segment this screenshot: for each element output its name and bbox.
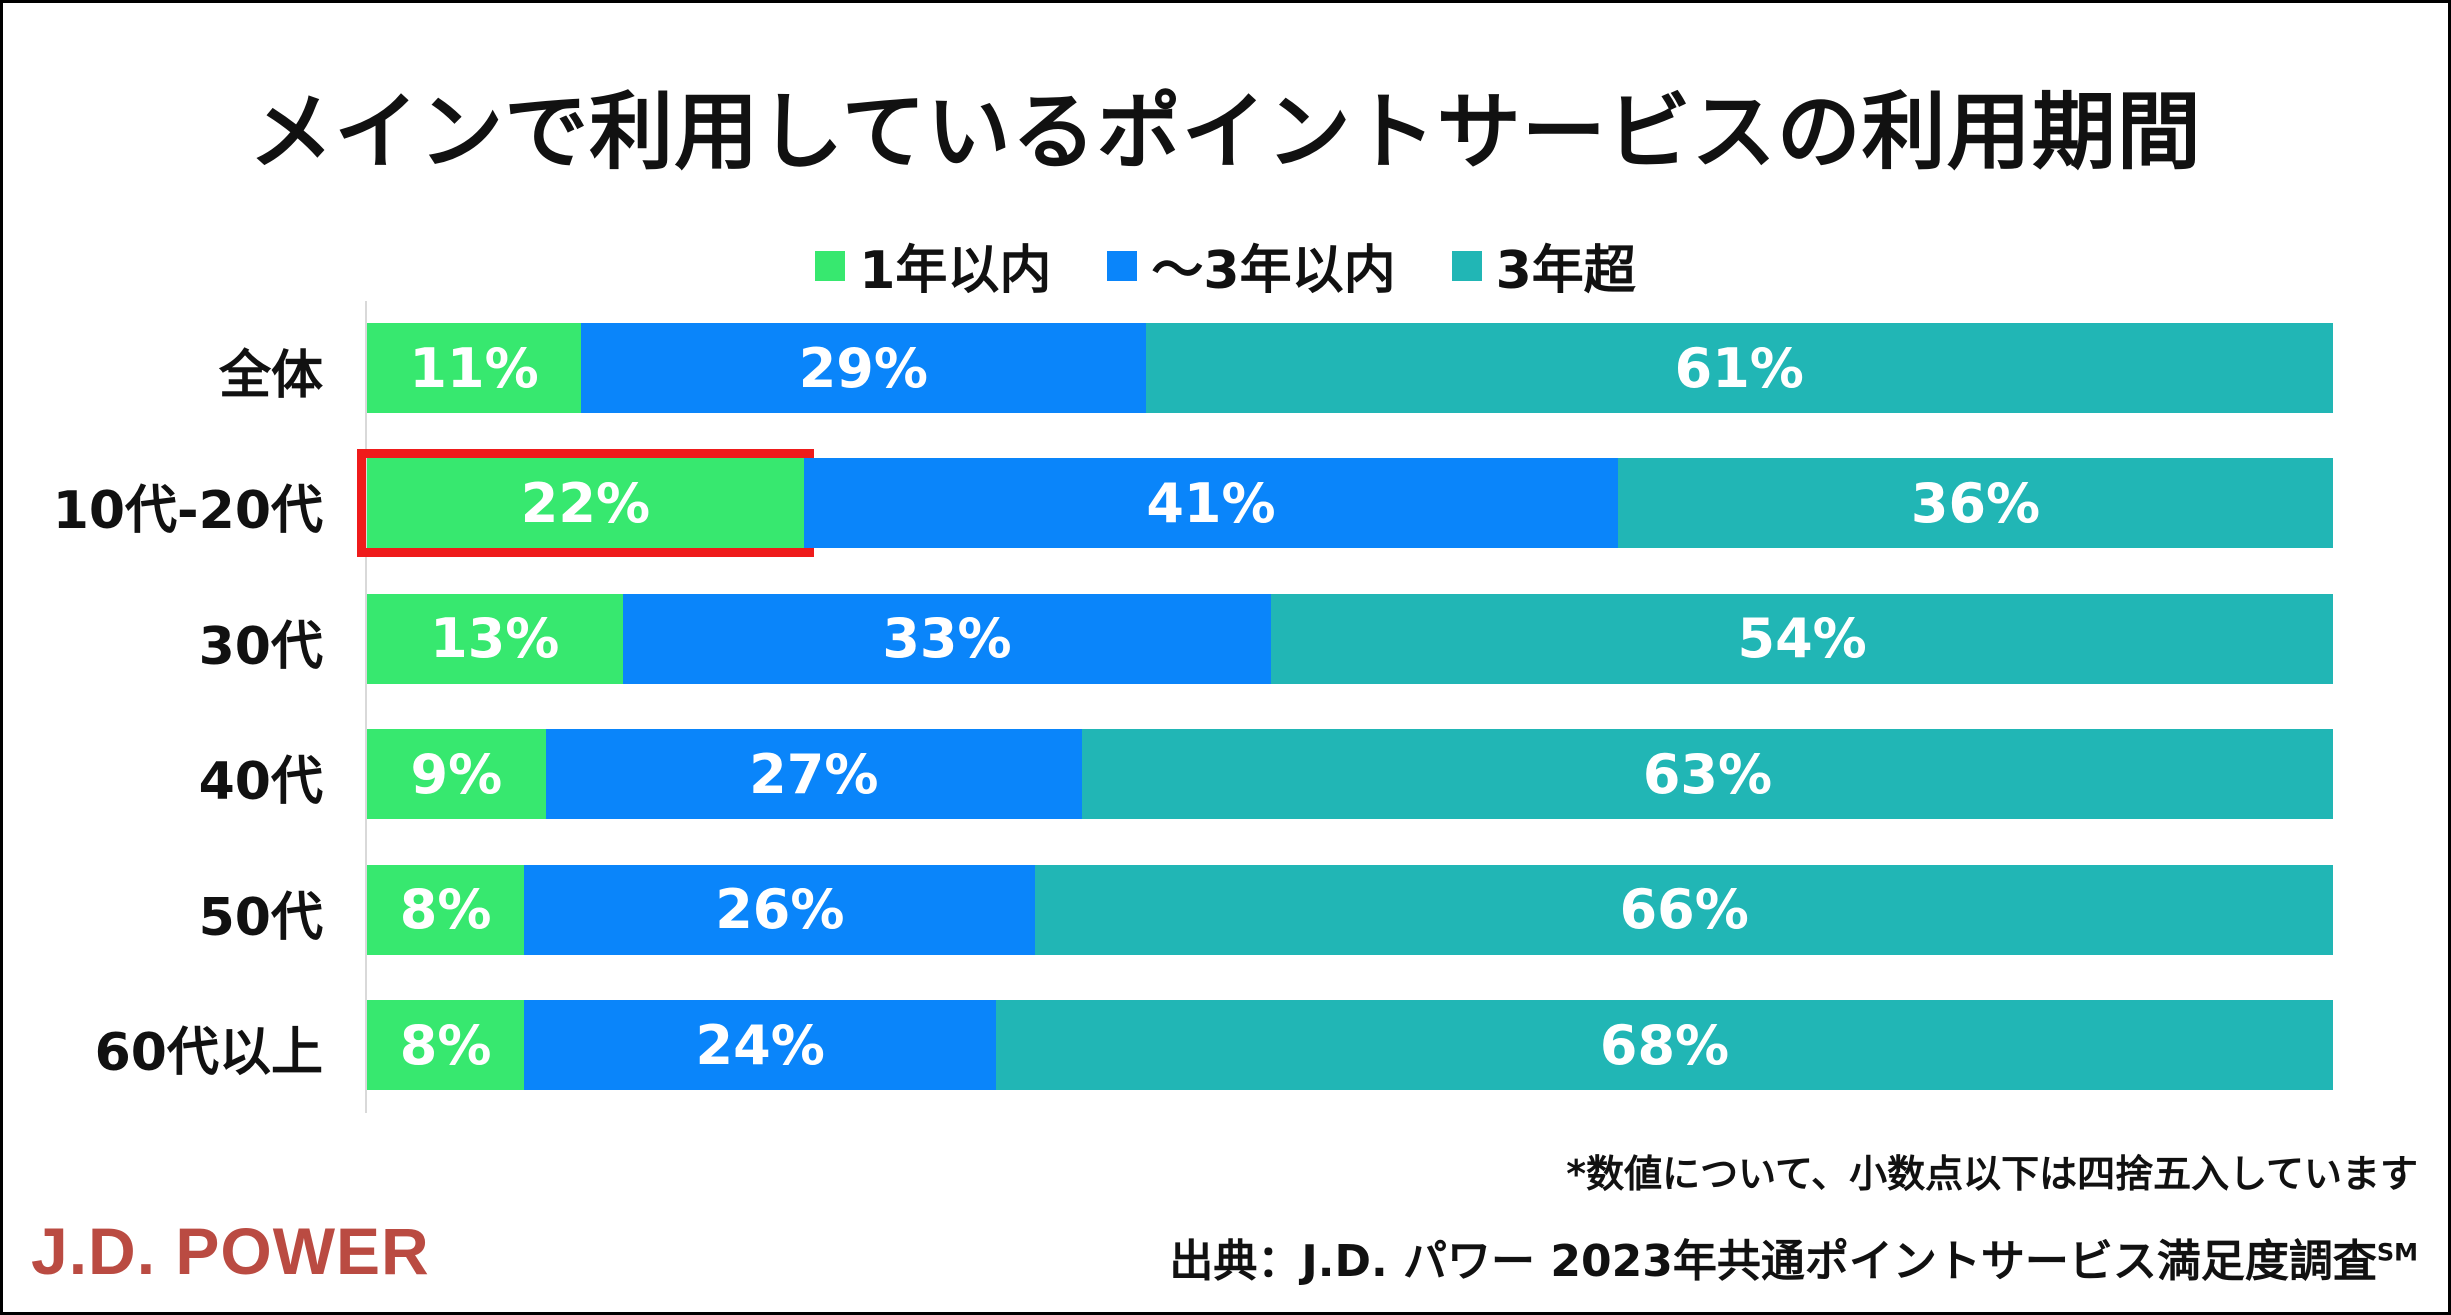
- data-label: 54%: [1738, 607, 1867, 670]
- data-label: 29%: [799, 337, 928, 400]
- bar-segment: 13%: [367, 594, 623, 684]
- bar-segment: 29%: [581, 323, 1145, 413]
- data-label: 22%: [521, 472, 650, 535]
- bar-segment: 54%: [1271, 594, 2333, 684]
- category-label: 40代: [3, 739, 323, 814]
- category-label: 60代以上: [3, 1010, 323, 1085]
- bar-segment: 68%: [996, 1000, 2333, 1090]
- bar-segment: 66%: [1035, 865, 2333, 955]
- data-label: 66%: [1620, 878, 1749, 941]
- source-text: 出典：J.D. パワー 2023年共通ポイントサービス満足度調査: [1169, 1236, 2376, 1287]
- bar-segment: 8%: [367, 1000, 524, 1090]
- data-label: 8%: [400, 878, 492, 941]
- data-label: 26%: [715, 878, 844, 941]
- data-label: 63%: [1643, 743, 1772, 806]
- chart-plot-area: 全体 11% 29% 61% 10代-20代 22% 41% 36% 30代 13% 33% 54% 4…: [3, 3, 2448, 1312]
- category-label: 10代-20代: [3, 468, 323, 543]
- data-label: 8%: [400, 1014, 492, 1077]
- bar-segment: 11%: [367, 323, 581, 413]
- category-label: 50代: [3, 875, 323, 950]
- bar-segment: 27%: [546, 729, 1082, 819]
- category-label: 全体: [3, 333, 323, 408]
- data-label: 11%: [409, 337, 538, 400]
- bar-segment: 24%: [524, 1000, 996, 1090]
- source-citation: 出典：J.D. パワー 2023年共通ポイントサービス満足度調査SM: [1169, 1225, 2418, 1289]
- data-label: 13%: [430, 607, 559, 670]
- bar-segment: 41%: [804, 458, 1618, 548]
- category-label: 30代: [3, 604, 323, 679]
- data-label: 61%: [1675, 337, 1804, 400]
- bar-segment: 8%: [367, 865, 524, 955]
- bar-segment: 22%: [367, 458, 804, 548]
- service-mark: SM: [2377, 1238, 2418, 1266]
- data-label: 68%: [1600, 1014, 1729, 1077]
- chart-frame: メインで利用しているポイントサービスの利用期間 1年以内 ～3年以内 3年超 全…: [0, 0, 2451, 1315]
- footnote: *数値について、小数点以下は四捨五入しています: [1566, 1143, 2418, 1198]
- bar-segment: 33%: [623, 594, 1272, 684]
- data-label: 24%: [696, 1014, 825, 1077]
- bar-segment: 61%: [1146, 323, 2333, 413]
- jd-power-logo: J.D. POWER: [31, 1213, 430, 1289]
- bar-segment: 63%: [1082, 729, 2333, 819]
- bar-segment: 26%: [524, 865, 1035, 955]
- data-label: 36%: [1911, 472, 2040, 535]
- data-label: 9%: [411, 743, 503, 806]
- data-label: 41%: [1146, 472, 1275, 535]
- bar-segment: 9%: [367, 729, 546, 819]
- data-label: 27%: [749, 743, 878, 806]
- data-label: 33%: [882, 607, 1011, 670]
- bar-segment: 36%: [1618, 458, 2333, 548]
